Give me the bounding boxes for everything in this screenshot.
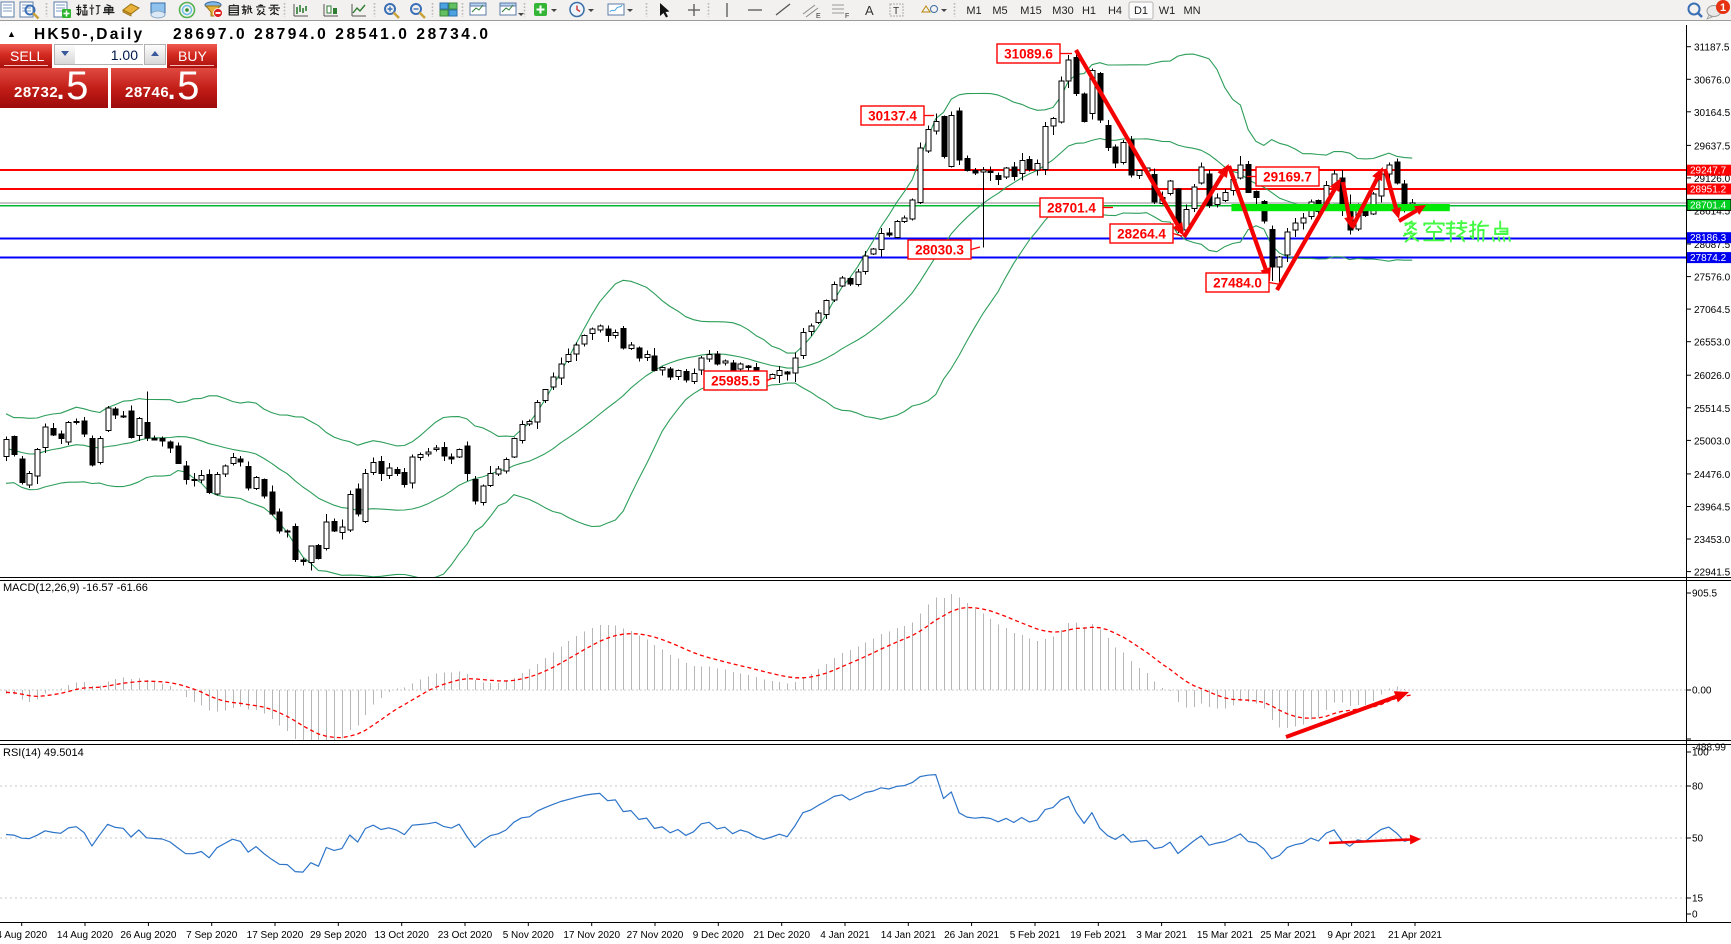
svg-text:31089.6: 31089.6 (1004, 47, 1053, 62)
svg-text:T: T (893, 6, 899, 17)
svg-text:23453.0: 23453.0 (1694, 535, 1731, 546)
svg-text:E: E (816, 13, 821, 20)
svg-text:H1: H1 (1082, 5, 1096, 17)
svg-text:28264.4: 28264.4 (1117, 227, 1166, 242)
svg-text:27874.2: 27874.2 (1690, 253, 1727, 264)
svg-text:F: F (845, 13, 849, 20)
svg-text:15: 15 (1692, 894, 1704, 905)
svg-text:5 Feb 2021: 5 Feb 2021 (1010, 930, 1061, 941)
svg-text:22941.5: 22941.5 (1694, 568, 1731, 579)
svg-text:23964.5: 23964.5 (1694, 503, 1731, 514)
svg-text:M30: M30 (1052, 5, 1073, 17)
svg-text:30676.0: 30676.0 (1694, 75, 1731, 86)
svg-text:27 Nov 2020: 27 Nov 2020 (627, 930, 684, 941)
svg-text:80: 80 (1692, 782, 1704, 793)
svg-text:25514.5: 25514.5 (1694, 404, 1731, 415)
svg-text:5 Nov 2020: 5 Nov 2020 (503, 930, 555, 941)
svg-text:21 Dec 2020: 21 Dec 2020 (753, 930, 810, 941)
svg-text:26553.0: 26553.0 (1694, 338, 1731, 349)
svg-text:100: 100 (1692, 748, 1709, 759)
svg-text:19 Feb 2021: 19 Feb 2021 (1070, 930, 1127, 941)
svg-text:-488.99: -488.99 (1692, 743, 1726, 754)
svg-text:28030.3: 28030.3 (915, 243, 964, 258)
svg-text:14 Jan 2021: 14 Jan 2021 (881, 930, 936, 941)
svg-text:28186.3: 28186.3 (1690, 233, 1727, 244)
svg-text:26 Jan 2021: 26 Jan 2021 (944, 930, 999, 941)
svg-text:M5: M5 (992, 5, 1007, 17)
svg-text:D1: D1 (1134, 5, 1148, 17)
svg-text:25003.0: 25003.0 (1694, 436, 1731, 447)
svg-text:RSI(14) 49.5014: RSI(14) 49.5014 (3, 747, 84, 759)
svg-text:31187.5: 31187.5 (1694, 43, 1730, 54)
svg-text:26 Aug 2020: 26 Aug 2020 (120, 930, 177, 941)
svg-text:25 Mar 2021: 25 Mar 2021 (1260, 930, 1317, 941)
svg-text:17 Sep 2020: 17 Sep 2020 (247, 930, 304, 941)
svg-text:13 Oct 2020: 13 Oct 2020 (374, 930, 429, 941)
svg-text:29 Sep 2020: 29 Sep 2020 (310, 930, 367, 941)
svg-text:21 Apr 2021: 21 Apr 2021 (1388, 930, 1442, 941)
svg-text:H4: H4 (1108, 5, 1122, 17)
svg-text:29637.5: 29637.5 (1694, 141, 1731, 152)
svg-text:0: 0 (1692, 910, 1698, 921)
svg-text:W1: W1 (1159, 5, 1176, 17)
svg-text:30137.4: 30137.4 (868, 109, 917, 124)
svg-text:25985.5: 25985.5 (711, 374, 760, 389)
svg-text:24476.0: 24476.0 (1694, 470, 1731, 481)
svg-text:0.00: 0.00 (1692, 686, 1712, 697)
svg-text:15 Mar 2021: 15 Mar 2021 (1197, 930, 1254, 941)
svg-text:M15: M15 (1020, 5, 1041, 17)
svg-text:27484.0: 27484.0 (1213, 276, 1262, 291)
svg-text:28701.4: 28701.4 (1047, 201, 1096, 216)
svg-text:26026.0: 26026.0 (1694, 371, 1731, 382)
svg-text:3 Mar 2021: 3 Mar 2021 (1136, 930, 1187, 941)
svg-text:28614.5: 28614.5 (1694, 207, 1731, 218)
svg-text:29247.7: 29247.7 (1690, 166, 1727, 177)
svg-text:14 Aug 2020: 14 Aug 2020 (57, 930, 114, 941)
svg-text:29169.7: 29169.7 (1263, 170, 1312, 185)
svg-text:M1: M1 (966, 5, 981, 17)
svg-text:23 Oct 2020: 23 Oct 2020 (438, 930, 493, 941)
svg-text:9 Apr 2021: 9 Apr 2021 (1327, 930, 1376, 941)
svg-text:29126.0: 29126.0 (1694, 174, 1731, 185)
svg-text:28951.2: 28951.2 (1690, 185, 1727, 196)
svg-text:MN: MN (1183, 5, 1200, 17)
svg-text:27064.5: 27064.5 (1694, 305, 1731, 316)
svg-text:27576.0: 27576.0 (1694, 273, 1731, 284)
svg-text:28087.5: 28087.5 (1694, 240, 1731, 251)
svg-text:17 Nov 2020: 17 Nov 2020 (563, 930, 620, 941)
svg-text:30164.5: 30164.5 (1694, 108, 1731, 119)
svg-text:A: A (865, 3, 874, 18)
svg-text:9 Dec 2020: 9 Dec 2020 (693, 930, 745, 941)
svg-text:50: 50 (1692, 834, 1704, 845)
svg-text:7 Sep 2020: 7 Sep 2020 (186, 930, 238, 941)
svg-text:4 Aug 2020: 4 Aug 2020 (0, 930, 47, 941)
svg-text:MACD(12,26,9) -16.57 -61.66: MACD(12,26,9) -16.57 -61.66 (3, 582, 148, 594)
svg-text:28701.4: 28701.4 (1690, 200, 1727, 211)
svg-text:905.5: 905.5 (1692, 589, 1717, 600)
svg-text:4 Jan 2021: 4 Jan 2021 (820, 930, 870, 941)
svg-text:1: 1 (1720, 2, 1726, 14)
